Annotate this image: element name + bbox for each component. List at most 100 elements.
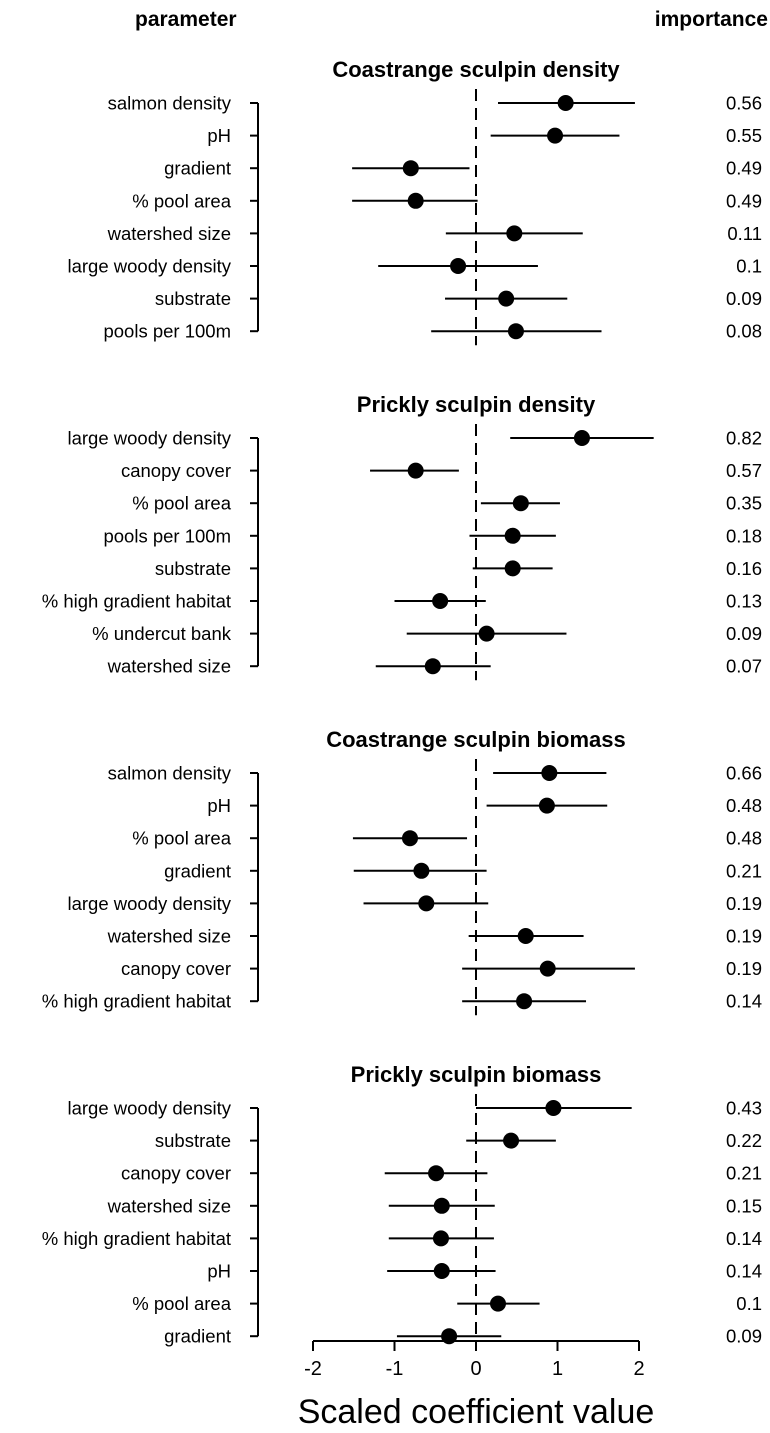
importance-value: 0.43 xyxy=(726,1098,762,1119)
parameter-label: canopy cover xyxy=(121,460,231,481)
importance-value: 0.09 xyxy=(726,623,762,644)
importance-value: 0.21 xyxy=(726,860,762,881)
importance-value: 0.55 xyxy=(726,125,762,146)
parameter-label: % high gradient habitat xyxy=(42,591,231,612)
coefficient-point xyxy=(545,1100,562,1116)
importance-value: 0.1 xyxy=(736,1293,762,1314)
importance-value: 0.66 xyxy=(726,763,762,784)
parameter-label: watershed size xyxy=(107,223,231,244)
coefficient-point xyxy=(401,830,418,847)
coefficient-point xyxy=(517,928,534,944)
x-tick-label: 0 xyxy=(470,1358,481,1380)
parameter-label: % pool area xyxy=(132,1293,231,1314)
coefficient-point xyxy=(478,625,495,642)
coefficient-point xyxy=(541,765,558,781)
coefficient-point xyxy=(547,127,564,144)
importance-value: 0.1 xyxy=(736,256,762,277)
coefficient-point xyxy=(507,323,524,340)
x-tick-label: 1 xyxy=(552,1358,563,1380)
parameter-label: substrate xyxy=(155,288,231,309)
importance-value: 0.35 xyxy=(726,493,762,514)
coefficient-point xyxy=(504,527,521,544)
importance-value: 0.07 xyxy=(726,656,762,677)
panel: Coastrange sculpin biomass salmon density… xyxy=(42,727,762,1016)
coefficient-point xyxy=(573,430,590,446)
coefficient-point xyxy=(490,1295,507,1312)
importance-value: 0.18 xyxy=(726,525,762,546)
parameter-label: watershed size xyxy=(107,656,231,677)
parameter-label: canopy cover xyxy=(121,1163,231,1184)
importance-value: 0.82 xyxy=(726,428,762,449)
coefficient-point xyxy=(506,225,523,242)
parameter-label: large woody density xyxy=(67,256,231,277)
parameter-label: pools per 100m xyxy=(103,321,231,342)
parameter-label: pH xyxy=(207,1261,231,1282)
parameter-label: gradient xyxy=(164,860,231,881)
importance-value: 0.49 xyxy=(726,158,762,179)
panel-title: Coastrange sculpin density xyxy=(332,57,620,82)
parameter-header: parameter xyxy=(135,8,237,31)
coefficient-point xyxy=(407,192,424,209)
panel: Prickly sculpin density large woody densi… xyxy=(42,392,762,681)
parameter-label: watershed size xyxy=(107,926,231,947)
importance-value: 0.19 xyxy=(726,958,762,979)
importance-value: 0.48 xyxy=(726,795,762,816)
importance-value: 0.56 xyxy=(726,93,762,114)
coefficient-point xyxy=(413,862,430,879)
parameter-label: substrate xyxy=(155,558,231,579)
panel-title: Prickly sculpin biomass xyxy=(351,1062,602,1087)
parameter-label: salmon density xyxy=(108,763,232,784)
chart-panels: Coastrange sculpin density salmon density… xyxy=(42,57,762,1351)
coefficient-point xyxy=(432,1230,449,1247)
parameter-label: % high gradient habitat xyxy=(42,991,231,1012)
coefficient-point xyxy=(424,658,441,675)
importance-value: 0.21 xyxy=(726,1163,762,1184)
coefficient-point xyxy=(512,495,529,512)
importance-value: 0.15 xyxy=(726,1195,762,1216)
coefficient-point xyxy=(503,1132,520,1149)
coefficient-point xyxy=(432,593,449,609)
coefficient-point xyxy=(433,1263,450,1279)
coefficient-point xyxy=(539,960,556,977)
parameter-label: canopy cover xyxy=(121,958,231,979)
parameter-label: salmon density xyxy=(108,93,232,114)
parameter-label: large woody density xyxy=(67,1098,231,1119)
importance-value: 0.49 xyxy=(726,190,762,211)
importance-value: 0.14 xyxy=(726,1261,762,1282)
parameter-label: % high gradient habitat xyxy=(42,1228,231,1249)
coefficient-point xyxy=(538,797,555,814)
x-axis: -2 -1 0 1 2 xyxy=(304,1340,645,1380)
parameter-label: watershed size xyxy=(107,1195,231,1216)
importance-value: 0.13 xyxy=(726,591,762,612)
importance-value: 0.57 xyxy=(726,460,762,481)
parameter-label: % undercut bank xyxy=(92,623,232,644)
parameter-label: large woody density xyxy=(67,893,231,914)
coefficient-point xyxy=(516,993,533,1010)
x-axis-label: Scaled coefficient value xyxy=(298,1393,655,1431)
parameter-label: % pool area xyxy=(132,190,231,211)
x-tick-label: -1 xyxy=(386,1358,404,1380)
coefficient-point xyxy=(498,290,515,307)
parameter-label: substrate xyxy=(155,1130,231,1151)
parameter-label: gradient xyxy=(164,1326,231,1347)
parameter-label: % pool area xyxy=(132,828,231,849)
coefficient-point xyxy=(450,258,467,274)
panel: Prickly sculpin biomass large woody densi… xyxy=(42,1062,762,1351)
coefficient-point xyxy=(418,895,435,912)
importance-value: 0.11 xyxy=(727,223,762,244)
coefficient-point xyxy=(504,560,521,577)
importance-value: 0.09 xyxy=(726,288,762,309)
panel-title: Coastrange sculpin biomass xyxy=(326,727,626,752)
coefficient-point xyxy=(402,160,419,177)
coefficient-point xyxy=(433,1197,450,1214)
parameter-label: % pool area xyxy=(132,493,231,514)
importance-value: 0.08 xyxy=(726,321,762,342)
importance-value: 0.14 xyxy=(726,1228,762,1249)
importance-value: 0.22 xyxy=(726,1130,762,1151)
parameter-label: pH xyxy=(207,795,231,816)
coefficient-point xyxy=(557,95,574,111)
coefficient-point xyxy=(428,1165,445,1182)
panel: Coastrange sculpin density salmon density… xyxy=(67,57,762,346)
importance-value: 0.16 xyxy=(726,558,762,579)
x-tick-label: -2 xyxy=(304,1358,322,1380)
